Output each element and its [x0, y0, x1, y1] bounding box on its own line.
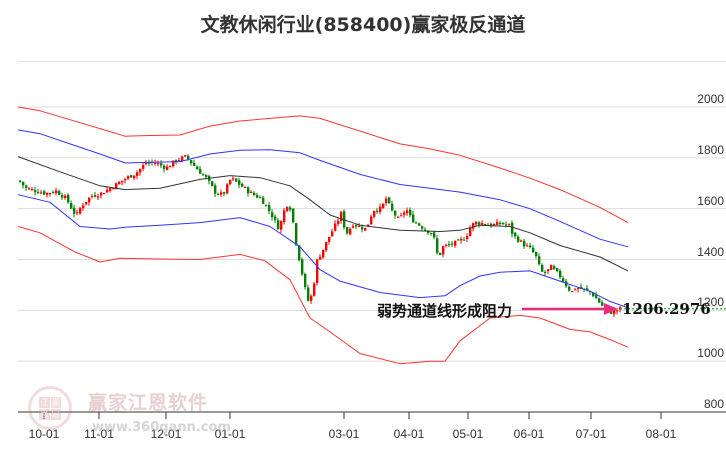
- upper_outer_band: [17, 106, 629, 224]
- resistance-value-label: 1206.2976: [622, 300, 711, 318]
- upper_inner_band: [17, 129, 629, 248]
- title-divider: [18, 61, 726, 62]
- x-tick-label: 07-01: [575, 427, 607, 441]
- lower_outer_band: [17, 226, 629, 365]
- lower_inner_band: [17, 194, 629, 309]
- x-tick-label: 11-01: [84, 427, 114, 441]
- x-tick-label: 04-01: [393, 427, 425, 441]
- watermark-url: www.360gann.com: [92, 420, 231, 435]
- y-tick-label: 800: [703, 397, 724, 411]
- gridlines: [18, 106, 726, 362]
- x-tick-label: 05-01: [452, 427, 484, 441]
- x-tick-label: 01-01: [214, 427, 246, 441]
- x-tick-label: 08-01: [645, 427, 677, 441]
- channel-lines: [17, 106, 629, 365]
- y-tick-label: 2000: [697, 92, 724, 106]
- watermark-text: 赢家江恩软件: [88, 392, 209, 414]
- chart-title: 文教休闲行业(858400)赢家极反通道: [200, 14, 526, 36]
- resistance-annotation-label: 弱势通道线形成阻力: [377, 302, 513, 320]
- annotation-arrow: [522, 303, 726, 315]
- y-tick-label: 1000: [697, 346, 724, 361]
- y-tick-label: 1600: [697, 193, 724, 208]
- x-tick-label: 12-01: [150, 427, 182, 441]
- middle_line: [17, 156, 629, 272]
- y-tick-label: 1200: [697, 295, 724, 310]
- y-tick-label: 1800: [697, 142, 724, 157]
- x-tick-label: 06-01: [513, 427, 545, 441]
- candlestick-series: [19, 154, 622, 317]
- x-tick-label: 10-01: [28, 427, 60, 441]
- x-tick-label: 03-01: [328, 427, 360, 441]
- watermark-logo-icon: 江 赢 恩 家: [28, 386, 72, 430]
- y-tick-label: 1400: [697, 244, 724, 259]
